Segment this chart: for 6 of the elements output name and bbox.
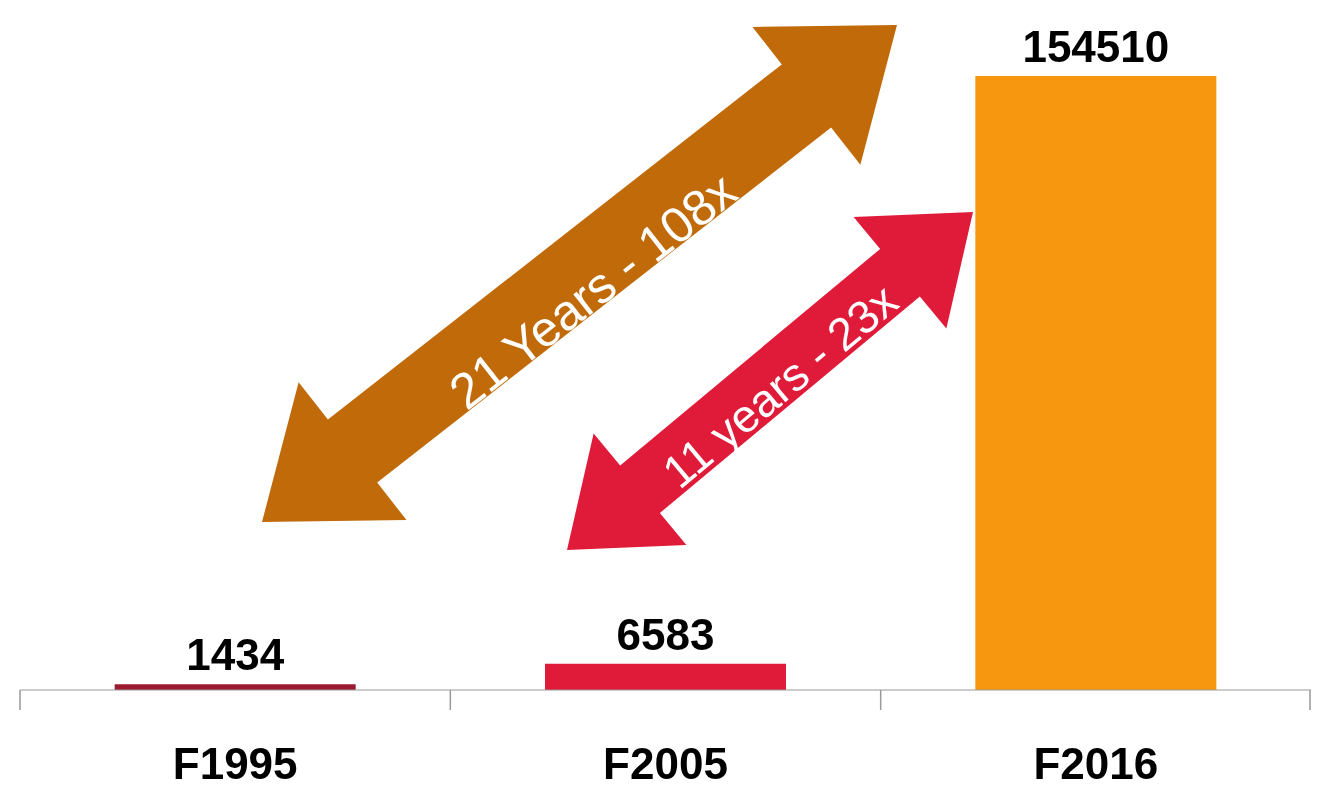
data-label: 6583 [616, 609, 715, 659]
x-tick-label: F2005 [603, 739, 728, 789]
data-label: 154510 [1022, 22, 1170, 71]
x-tick-label: F2016 [1033, 739, 1159, 789]
x-tick-label: F1995 [172, 739, 298, 789]
data-label: 1434 [186, 630, 285, 680]
